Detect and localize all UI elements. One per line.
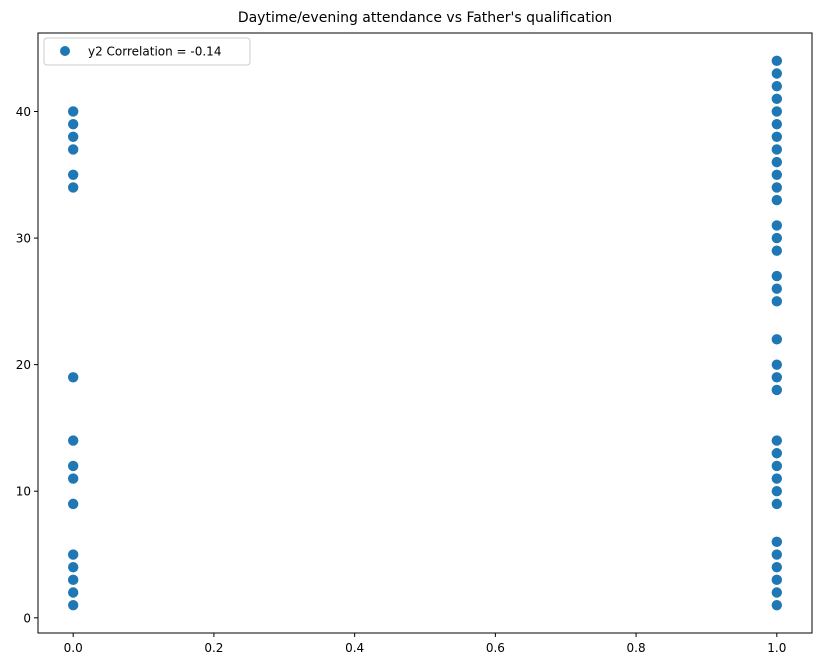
data-point [771,169,783,180]
data-point [771,182,783,193]
data-point [771,359,783,370]
data-point [771,245,783,256]
data-point [67,169,79,180]
data-point [67,473,79,484]
data-point [771,55,783,67]
data-point [771,156,783,168]
data-point [771,131,783,142]
data-point [771,283,783,294]
data-point [771,549,783,560]
data-point [771,80,783,92]
data-point [771,194,783,206]
chart-title: Daytime/evening attendance vs Father's q… [238,10,612,26]
data-point [67,372,79,383]
y-tick-label: 10 [16,485,31,499]
data-point [67,144,79,155]
data-point [67,131,79,142]
y-tick-label: 20 [16,358,31,372]
data-point [771,486,783,497]
data-point [67,118,79,130]
data-point [771,334,783,345]
data-points [67,55,783,611]
data-point [67,561,79,573]
data-point [771,93,783,105]
x-tick-label: 0.0 [64,641,83,655]
x-tick-label: 0.4 [345,641,364,655]
data-point [67,435,79,446]
data-point [771,68,783,79]
data-point [771,574,783,586]
data-point [771,435,783,446]
y-axis: 0 10 20 30 40 [16,105,38,625]
plot-frame [37,32,813,634]
y-tick-label: 40 [16,105,31,119]
data-point [771,118,783,130]
x-axis: 0.0 0.2 0.4 0.6 0.8 1.0 [64,633,786,655]
y-tick-label: 0 [23,611,31,625]
x-tick-label: 0.8 [627,641,646,655]
data-point [771,561,783,573]
data-point [771,536,783,548]
data-point [771,587,783,598]
data-point [771,384,783,396]
data-point [771,232,783,244]
data-point [771,296,783,307]
data-point [67,182,79,193]
data-point [771,460,783,472]
data-point [771,372,783,383]
data-point [67,106,79,117]
data-point [67,549,79,560]
data-point [771,448,783,459]
x-tick-label: 0.2 [204,641,223,655]
data-point [771,599,783,611]
legend-entry-label: y2 Correlation = -0.14 [88,45,221,59]
data-point [771,270,783,282]
data-point [67,587,79,598]
data-point [771,220,783,231]
x-tick-label: 1.0 [767,641,786,655]
data-point [67,460,79,472]
x-tick-label: 0.6 [486,641,505,655]
data-point [67,599,79,611]
data-point [771,473,783,484]
legend: y2 Correlation = -0.14 [43,37,251,66]
legend-box [43,37,251,66]
y-tick-label: 30 [16,232,31,246]
data-point [67,498,79,510]
legend-marker [60,46,70,56]
data-point [771,106,783,117]
data-point [67,574,79,586]
data-point [771,498,783,510]
data-point [771,144,783,155]
